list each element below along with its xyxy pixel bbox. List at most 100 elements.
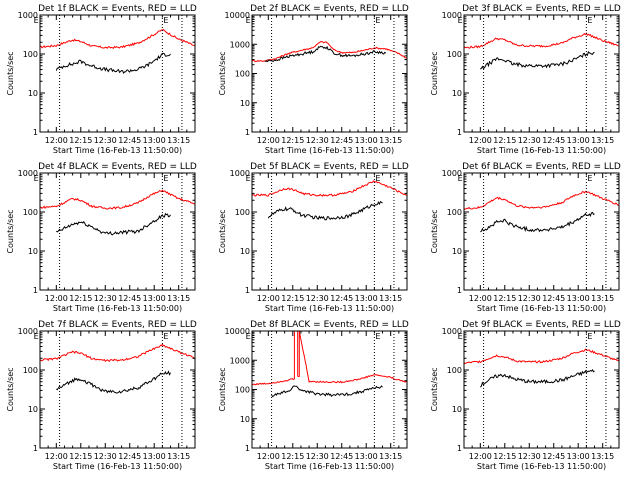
y-axis-label: Counts/sec	[218, 209, 227, 253]
lld-series-line	[464, 32, 619, 49]
lld-series-line	[252, 41, 407, 63]
x-tick-label: 13:00	[355, 452, 378, 461]
x-tick-label: 13:00	[143, 136, 166, 145]
x-tick-label: 13:00	[567, 136, 590, 145]
e-marker-label: E	[375, 16, 380, 25]
y-tick-label: 1000	[230, 169, 250, 178]
plot-panel: Det 1f BLACK = Events, RED = LLD E E 1 10 100…	[6, 4, 197, 155]
plot-title: Det 1f BLACK = Events, RED = LLD	[38, 4, 197, 14]
y-tick-label: 100	[447, 208, 462, 217]
plot-panel: Det 7f BLACK = Events, RED = LLD E E 1 10 100…	[6, 320, 197, 471]
y-tick-label: 10	[28, 89, 38, 98]
plot-title: Det 2f BLACK = Events, RED = LLD	[250, 4, 409, 14]
y-tick-label: 100	[235, 208, 250, 217]
x-tick-label: 12:00	[257, 136, 280, 145]
e-marker-label: E	[163, 332, 168, 341]
x-tick-label: 12:15	[281, 136, 304, 145]
e-marker-label: E	[34, 16, 39, 25]
x-tick-label: 12:15	[493, 452, 516, 461]
x-tick-label: 12:15	[281, 294, 304, 303]
x-tick-label: 12:00	[469, 452, 492, 461]
y-tick-label: 1	[33, 444, 38, 453]
y-tick-label: 10	[452, 405, 462, 414]
x-tick-label: 12:15	[281, 452, 304, 461]
x-tick-label: 12:30	[306, 136, 329, 145]
x-tick-label: 13:00	[567, 294, 590, 303]
y-tick-label: 100	[23, 50, 38, 59]
x-tick-label: 13:15	[167, 452, 190, 461]
x-tick-label: 13:15	[379, 136, 402, 145]
e-marker-label: E	[246, 332, 251, 341]
x-tick-label: 12:00	[257, 294, 280, 303]
e-marker-label: E	[246, 174, 251, 183]
e-marker-label: E	[375, 174, 380, 183]
x-axis-label: Start Time (16-Feb-13 11:50:00)	[53, 304, 182, 313]
x-tick-label: 13:15	[167, 294, 190, 303]
plot-title: Det 6f BLACK = Events, RED = LLD	[462, 162, 621, 172]
y-tick-label: 10000	[225, 11, 250, 20]
x-tick-label: 12:45	[542, 136, 565, 145]
x-tick-label: 13:00	[143, 452, 166, 461]
plot-title: Det 3f BLACK = Events, RED = LLD	[462, 4, 621, 14]
e-marker-label: E	[587, 332, 592, 341]
events-series-line	[267, 200, 383, 221]
plot-frame	[251, 172, 408, 291]
y-tick-label: 100	[447, 50, 462, 59]
x-tick-label: 13:15	[591, 452, 614, 461]
plot-panel: Det 2f BLACK = Events, RED = LLD E E 1 10 100…	[218, 4, 409, 155]
y-tick-label: 1	[457, 444, 462, 453]
x-tick-label: 12:00	[469, 294, 492, 303]
y-tick-label: 10000	[225, 327, 250, 336]
e-marker-label: E	[458, 174, 463, 183]
y-tick-label: 100	[23, 366, 38, 375]
plot-title: Det 4f BLACK = Events, RED = LLD	[38, 162, 197, 172]
x-tick-label: 12:45	[330, 136, 353, 145]
plot-frame	[39, 172, 196, 291]
y-tick-label: 1	[245, 444, 250, 453]
y-tick-label: 10	[452, 247, 462, 256]
x-tick-label: 12:30	[94, 294, 117, 303]
y-tick-label: 10	[28, 247, 38, 256]
x-tick-label: 12:30	[518, 452, 541, 461]
plot-frame	[39, 14, 196, 133]
e-marker-label: E	[587, 16, 592, 25]
y-axis-label: Counts/sec	[218, 367, 227, 411]
x-tick-label: 13:15	[379, 452, 402, 461]
lld-series-line	[464, 190, 619, 211]
plot-title: Det 5f BLACK = Events, RED = LLD	[250, 162, 409, 172]
x-tick-label: 12:30	[94, 136, 117, 145]
plot-frame	[463, 330, 620, 449]
plot-panel: Det 4f BLACK = Events, RED = LLD E E 1 10 100…	[6, 162, 197, 313]
x-tick-label: 12:15	[69, 452, 92, 461]
lld-series-line	[252, 331, 407, 386]
x-axis-label: Start Time (16-Feb-13 11:50:00)	[265, 462, 394, 471]
x-tick-label: 13:00	[567, 452, 590, 461]
x-tick-label: 13:15	[591, 136, 614, 145]
x-tick-label: 12:00	[45, 294, 68, 303]
e-marker-label: E	[587, 174, 592, 183]
x-tick-label: 13:00	[355, 294, 378, 303]
events-series-line	[55, 212, 171, 236]
x-tick-label: 12:15	[493, 294, 516, 303]
lld-series-line	[40, 28, 195, 49]
y-tick-label: 10	[240, 99, 250, 108]
y-tick-label: 100	[235, 70, 250, 79]
y-tick-label: 1000	[18, 169, 38, 178]
plot-panel: Det 5f BLACK = Events, RED = LLD E E 1 10 100…	[218, 162, 409, 313]
events-series-line	[480, 50, 595, 70]
x-axis-label: Start Time (16-Feb-13 11:50:00)	[53, 146, 182, 155]
e-marker-label: E	[163, 174, 168, 183]
x-tick-label: 12:00	[45, 452, 68, 461]
y-tick-label: 1	[457, 286, 462, 295]
y-axis-label: Counts/sec	[430, 367, 439, 411]
events-series-line	[264, 45, 387, 63]
x-tick-label: 12:45	[118, 452, 141, 461]
y-tick-label: 100	[447, 366, 462, 375]
x-tick-label: 12:00	[257, 452, 280, 461]
y-tick-label: 1000	[18, 327, 38, 336]
plot-frame	[39, 330, 196, 449]
x-tick-label: 12:30	[94, 452, 117, 461]
x-axis-label: Start Time (16-Feb-13 11:50:00)	[265, 146, 394, 155]
x-tick-label: 12:45	[330, 452, 353, 461]
